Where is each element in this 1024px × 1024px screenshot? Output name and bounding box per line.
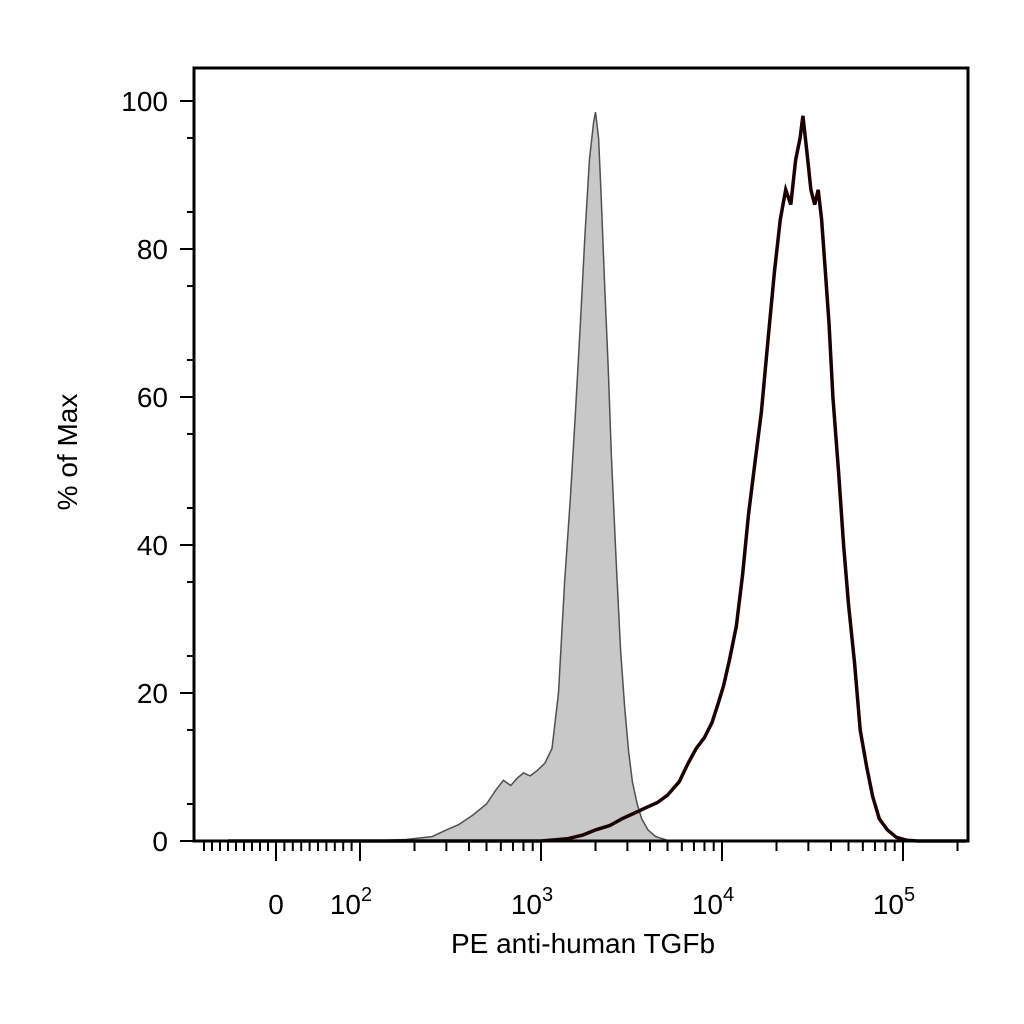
x-axis-title: PE anti-human TGFb: [451, 928, 715, 959]
x-tick-label: 0: [268, 889, 284, 920]
x-axis: 0 102 103 104 105: [203, 841, 959, 920]
y-axis-title: % of Max: [52, 394, 83, 511]
y-tick-label: 20: [137, 678, 168, 709]
series-1-histogram-line: [228, 115, 966, 843]
x-tick-label: 103: [511, 884, 553, 920]
series-0-filled-histogram: [228, 111, 966, 842]
series-layer: [228, 111, 966, 843]
y-tick-label: 40: [137, 530, 168, 561]
y-tick-label: 60: [137, 382, 168, 413]
y-tick-label: 0: [152, 826, 168, 857]
y-tick-label: 100: [121, 86, 168, 117]
y-axis: 0 20 40 60 80 100: [121, 86, 194, 857]
x-tick-label: 102: [330, 884, 372, 920]
x-tick-label: 104: [692, 884, 734, 920]
plot-frame: [192, 66, 970, 843]
y-tick-label: 80: [137, 234, 168, 265]
x-tick-label: 105: [873, 884, 915, 920]
